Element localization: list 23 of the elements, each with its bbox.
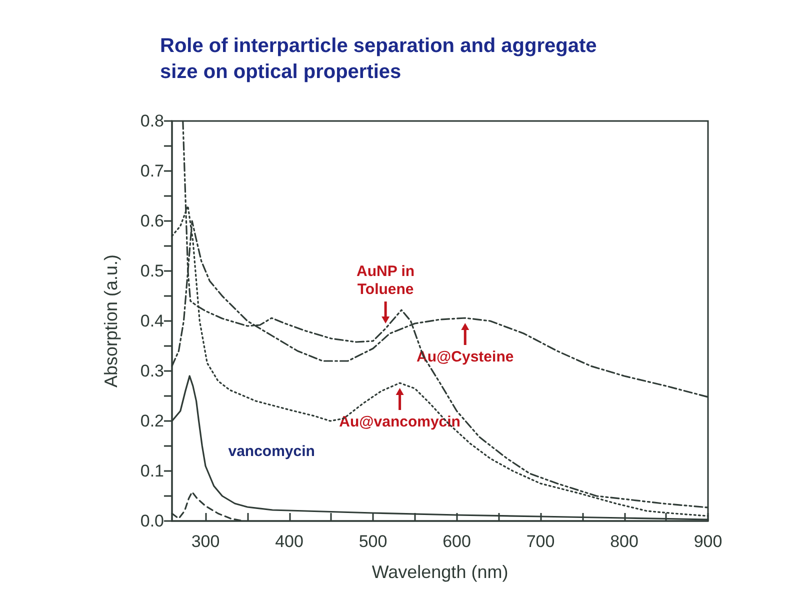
x-tick-label: 900 [694,532,722,551]
y-tick-label: 0.3 [140,362,164,380]
y-axis-title: Absorption (a.u.) [101,254,121,388]
x-tick-label: 700 [526,532,555,551]
annotation: Au@vancomycin [339,414,460,430]
y-tick-label: 0.2 [140,412,164,430]
y-tick-label: 0.5 [140,262,164,280]
x-tick-label: 300 [191,532,220,551]
series-label: vancomycin [228,442,315,460]
y-tick-label: 0.4 [140,312,164,330]
x-tick-label: 500 [358,532,388,551]
y-tick-label: 0.8 [140,112,164,130]
annotation: AuNP in Toluene [356,263,415,298]
y-tick-label: 0.6 [140,212,164,230]
chart-title: Role of interparticle separation and aggregate size on optical properties [160,35,602,83]
y-tick-label: 0.7 [140,162,164,180]
y-tick-label: 0.0 [140,512,164,530]
x-tick-label: 400 [275,532,304,551]
y-tick-label: 0.1 [140,462,164,480]
x-tick-label: 800 [610,532,638,551]
annotation: Au@Cysteine [416,348,514,366]
x-axis-title: Wavelength (nm) [372,562,508,582]
x-tick-label: 600 [442,532,471,551]
